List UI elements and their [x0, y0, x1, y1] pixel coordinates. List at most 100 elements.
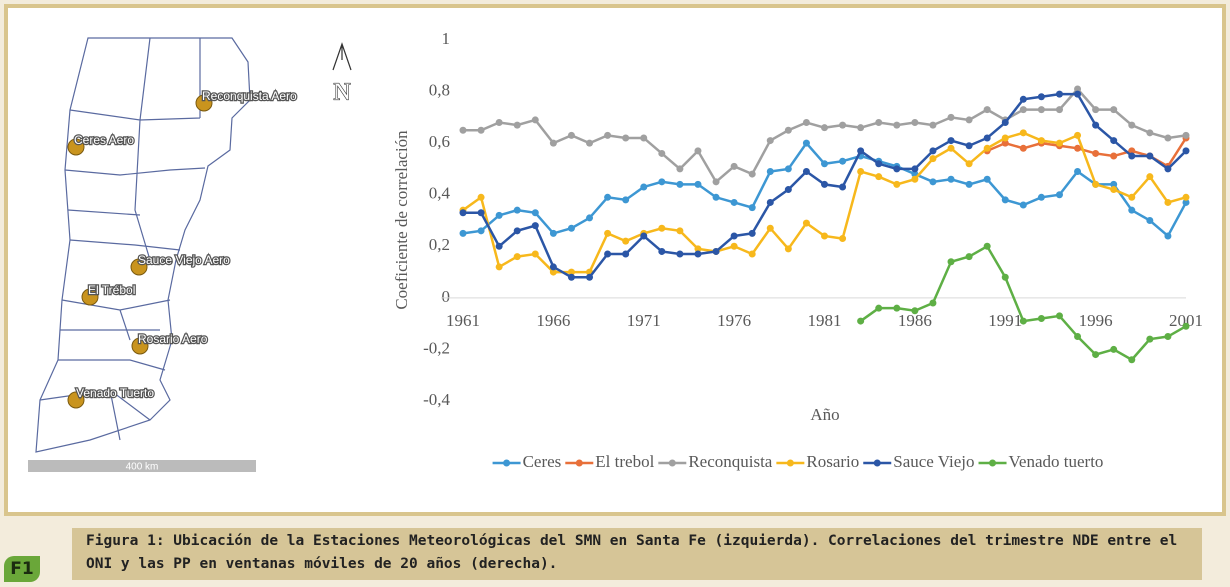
data-point [766, 168, 774, 176]
data-point [857, 317, 865, 325]
station-icon [67, 391, 85, 409]
legend-marker [668, 459, 676, 467]
data-point [1055, 90, 1063, 98]
data-point [1074, 85, 1082, 93]
data-point [784, 126, 792, 134]
data-point [947, 144, 955, 152]
station-label: Venado Tuerto [76, 386, 154, 400]
data-point [604, 193, 612, 201]
data-point [567, 131, 575, 139]
legend-marker [503, 459, 511, 467]
data-point [983, 134, 991, 142]
data-point [1164, 134, 1172, 142]
y-tick-label: 0,6 [429, 132, 450, 151]
data-point [622, 237, 630, 245]
data-point [477, 193, 485, 201]
y-tick-label: 0,4 [429, 184, 451, 203]
data-point [567, 224, 575, 232]
data-point [947, 137, 955, 145]
data-point [658, 224, 666, 232]
data-point [1182, 131, 1190, 139]
legend-label: Rosario [806, 452, 859, 471]
data-point [802, 139, 810, 147]
data-point [495, 119, 503, 127]
data-point [712, 247, 720, 255]
data-point [676, 165, 684, 173]
data-point [929, 178, 937, 186]
data-point [531, 222, 539, 230]
data-point [622, 196, 630, 204]
data-point [1019, 95, 1027, 103]
data-point [1110, 186, 1118, 194]
data-point [1074, 333, 1082, 341]
data-point [1001, 119, 1009, 127]
x-tick-label: 1976 [717, 311, 751, 330]
data-point [1074, 168, 1082, 176]
data-point [694, 147, 702, 155]
station-label: Rosario Aero [138, 332, 208, 346]
data-point [875, 160, 883, 168]
data-point [802, 219, 810, 227]
data-point [839, 235, 847, 243]
data-point [1164, 333, 1172, 341]
data-point [839, 157, 847, 165]
data-point [1074, 131, 1082, 139]
data-point [1055, 106, 1063, 114]
data-point [1182, 147, 1190, 155]
data-point [875, 119, 883, 127]
data-point [586, 139, 594, 147]
data-point [586, 273, 594, 281]
data-point [604, 131, 612, 139]
data-point [730, 198, 738, 206]
data-point [983, 106, 991, 114]
data-point [658, 247, 666, 255]
data-point [1164, 165, 1172, 173]
data-point [1110, 180, 1118, 188]
data-point [1146, 152, 1154, 160]
data-point [567, 268, 575, 276]
data-point [983, 175, 991, 183]
data-point [549, 229, 557, 237]
data-point [947, 258, 955, 266]
data-point [965, 116, 973, 124]
data-point [766, 224, 774, 232]
legend: Ceres El trebol Reconquista Rosario Sauce Vi… [492, 452, 1103, 471]
station-icon [81, 288, 99, 306]
data-point [1019, 201, 1027, 209]
map: Reconquista Aero Ceres Aero Sauce Viejo … [28, 37, 352, 473]
data-point [730, 162, 738, 170]
data-point [531, 209, 539, 217]
data-point [911, 165, 919, 173]
north-label: N [333, 80, 350, 106]
data-point [513, 206, 521, 214]
legend-marker [575, 459, 583, 467]
data-point [748, 229, 756, 237]
data-point [1110, 152, 1118, 160]
data-point [983, 242, 991, 250]
data-point [549, 268, 557, 276]
data-point [911, 119, 919, 127]
data-point [477, 227, 485, 235]
legend-label: El trebol [595, 452, 654, 471]
x-tick-label: 1986 [898, 311, 932, 330]
data-point [1037, 314, 1045, 322]
data-point [893, 121, 901, 129]
data-point [658, 178, 666, 186]
departments [39, 37, 206, 441]
data-point [784, 165, 792, 173]
data-point [911, 175, 919, 183]
data-point [1074, 144, 1082, 152]
data-point [495, 263, 503, 271]
legend-marker [989, 459, 997, 467]
data-point [513, 121, 521, 129]
data-point [784, 245, 792, 253]
legend-label: Sauce Viejo [893, 452, 974, 471]
data-point [947, 113, 955, 121]
data-point [477, 209, 485, 217]
station-icon [130, 258, 148, 276]
data-point [1037, 106, 1045, 114]
data-point [586, 214, 594, 222]
data-point [748, 204, 756, 212]
data-point [893, 180, 901, 188]
